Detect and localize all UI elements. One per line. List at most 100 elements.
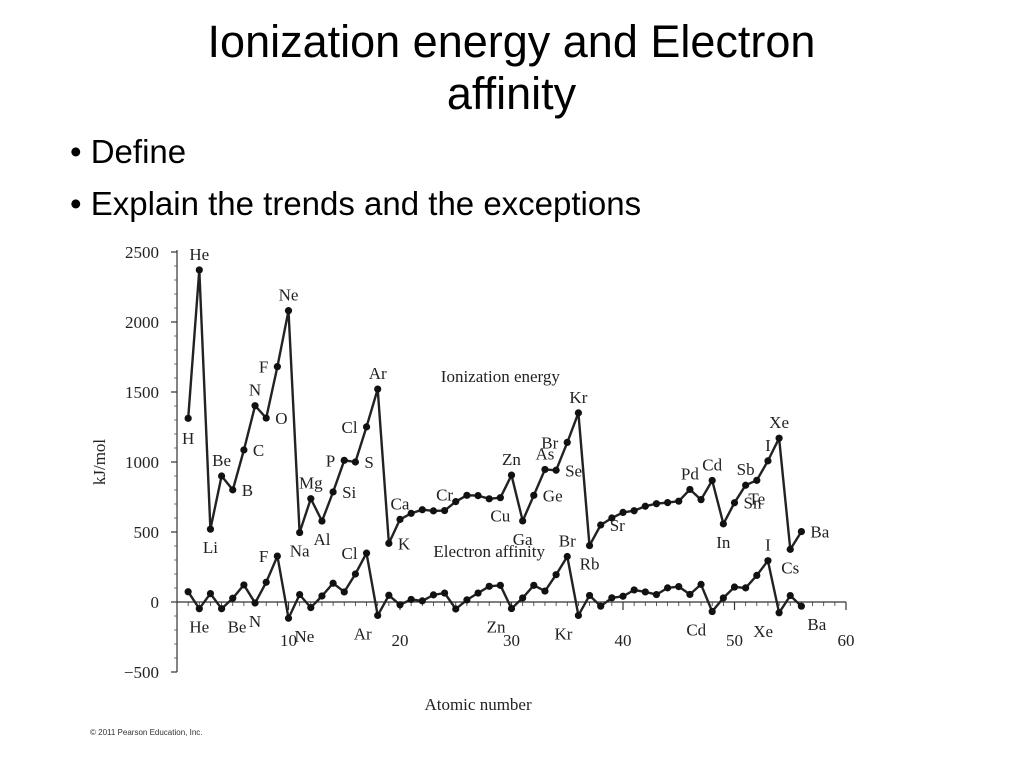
- ionization-element-label: Xe: [769, 413, 789, 432]
- ionization-energy-point: [675, 497, 683, 505]
- ionization-energy-point: [730, 499, 739, 507]
- x-tick-label: 10: [280, 631, 297, 650]
- ionization-element-label: Sn: [744, 494, 762, 513]
- electron-affinity-point: [652, 590, 661, 599]
- affinity-element-label: F: [259, 547, 268, 566]
- ionization-element-label: Cs: [781, 558, 799, 577]
- electron-affinity-point: [385, 591, 393, 599]
- electron-affinity-point: [630, 586, 638, 594]
- ionization-energy-point: [195, 266, 203, 274]
- affinity-element-label: Xe: [753, 622, 773, 641]
- ionization-element-label: Mg: [299, 474, 323, 493]
- ionization-energy-point: [385, 539, 393, 547]
- ionization-energy-point: [296, 528, 304, 537]
- affinity-element-label: Ne: [295, 627, 315, 646]
- ionization-element-label: Cu: [490, 507, 510, 526]
- ionization-energy-point: [307, 495, 315, 503]
- series-annotation: Ionization energy: [441, 367, 561, 386]
- x-tick-label: 20: [392, 631, 409, 650]
- ionization-energy-point: [786, 545, 794, 553]
- ionization-element-label: Ba: [810, 523, 829, 542]
- electron-affinity-point: [229, 594, 237, 602]
- ionization-energy-point: [485, 495, 493, 503]
- ionization-element-label: S: [364, 453, 373, 472]
- x-axis-label: Atomic number: [424, 695, 532, 714]
- slide-title: Ionization energy and Electron affinity: [100, 16, 923, 120]
- ionization-energy-point: [329, 488, 337, 496]
- electron-affinity-point: [329, 579, 337, 587]
- electron-affinity-point: [396, 601, 404, 609]
- ionization-energy-point: [251, 402, 259, 410]
- ionization-element-label: Cr: [436, 486, 453, 505]
- copyright-credit: © 2011 Pearson Education, Inc.: [90, 728, 203, 737]
- ionization-energy-point: [463, 491, 471, 499]
- ionization-energy-point: [597, 521, 605, 529]
- ionization-energy-point: [742, 481, 750, 489]
- ionization-element-label: Br: [541, 433, 558, 452]
- title-line-2: affinity: [446, 68, 577, 119]
- electron-affinity-point: [262, 578, 270, 586]
- x-tick-label: 30: [503, 631, 520, 650]
- ionization-energy-point: [374, 385, 382, 393]
- ionization-energy-point: [262, 414, 270, 422]
- ionization-energy-point: [664, 499, 672, 507]
- ionization-element-label: Kr: [569, 388, 587, 407]
- ionization-element-label: He: [189, 245, 209, 264]
- ionization-element-label: Ga: [513, 530, 533, 549]
- ionization-energy-point: [585, 541, 594, 550]
- ionization-energy-point: [574, 409, 583, 417]
- bullet-item-explain: • Explain the trends and the exceptions: [70, 185, 642, 222]
- ionization-element-label: C: [253, 441, 264, 460]
- bullet-item-define: • Define: [70, 133, 187, 170]
- affinity-element-label: Br: [559, 532, 576, 551]
- electron-affinity-line: [187, 551, 803, 620]
- electron-affinity-point: [407, 595, 415, 604]
- ionization-energy-point: [753, 476, 761, 484]
- ionization-energy-point: [206, 525, 215, 533]
- ionization-element-label: I: [765, 436, 771, 455]
- electron-affinity-point: [206, 590, 215, 598]
- ionization-energy-point: [708, 476, 716, 485]
- ionization-element-label: Li: [203, 538, 218, 557]
- ionization-energy-point: [507, 471, 516, 479]
- electron-affinity-point: [485, 582, 493, 590]
- ionization-energy-point: [396, 515, 404, 524]
- ionization-energy-point: [362, 423, 371, 431]
- electron-affinity-point: [675, 583, 683, 591]
- ionization-energy-point: [351, 458, 359, 466]
- ionization-energy-point: [552, 466, 560, 474]
- y-tick-label: 0: [151, 593, 160, 612]
- electron-affinity-point: [362, 549, 371, 557]
- electron-affinity-point: [184, 588, 192, 596]
- ionization-energy-point: [719, 520, 727, 528]
- electron-affinity-point: [730, 583, 739, 591]
- ionization-element-label: Rb: [580, 555, 600, 574]
- y-tick-label: 500: [134, 523, 160, 542]
- ionization-energy-point: [474, 492, 482, 500]
- electron-affinity-point: [318, 592, 326, 600]
- electron-affinity-point: [597, 602, 605, 610]
- electron-affinity-point: [240, 581, 248, 589]
- bullet-list: • Define • Explain the trends and the ex…: [70, 126, 641, 230]
- electron-affinity-point: [507, 604, 516, 613]
- ionization-energy-point: [541, 465, 549, 474]
- electron-affinity-point: [585, 591, 594, 600]
- electron-affinity-point: [519, 594, 527, 602]
- ionization-element-label: Si: [342, 483, 356, 502]
- y-tick-label: 1000: [125, 453, 159, 472]
- electron-affinity-point: [619, 592, 627, 600]
- ionization-element-label: Sr: [610, 516, 625, 535]
- electron-affinity-point: [541, 587, 549, 595]
- ionization-energy-point: [697, 496, 705, 504]
- ionization-energy-point: [418, 506, 426, 514]
- ionization-energy-point: [519, 517, 527, 525]
- ionization-element-label: Be: [212, 451, 231, 470]
- electron-affinity-point: [251, 599, 259, 607]
- electron-affinity-point: [273, 552, 281, 560]
- series-annotation: Electron affinity: [433, 542, 545, 561]
- electron-affinity-point: [307, 604, 315, 612]
- ionization-energy-point: [652, 500, 661, 508]
- electron-affinity-point: [441, 589, 449, 597]
- title-line-1: Ionization energy and Electron: [207, 16, 816, 67]
- electron-affinity-point: [797, 602, 806, 610]
